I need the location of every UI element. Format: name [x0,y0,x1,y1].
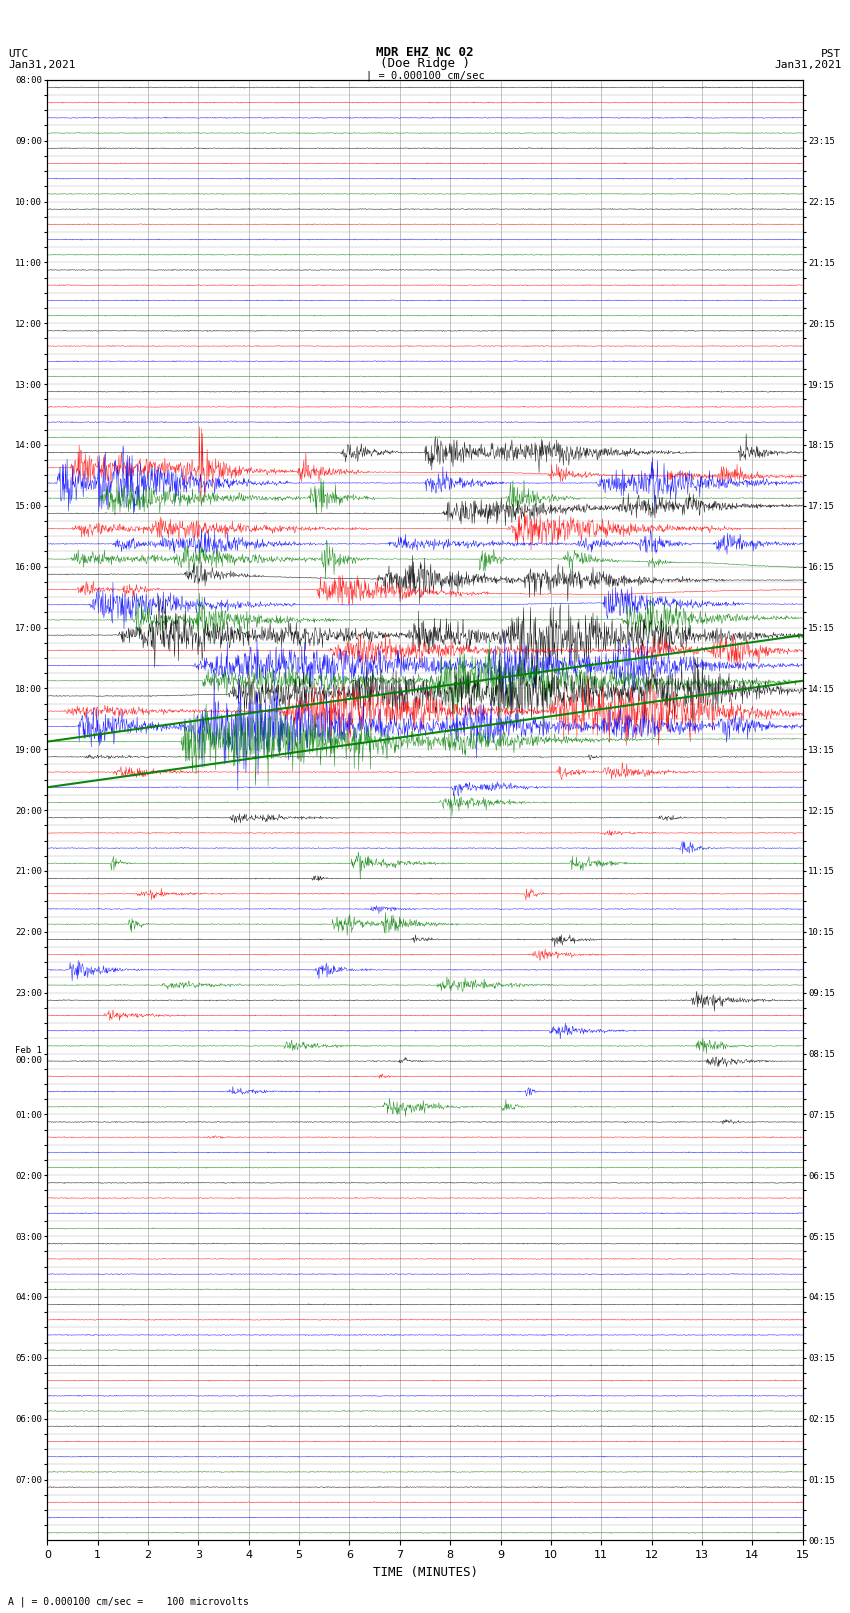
Text: Jan31,2021: Jan31,2021 [774,60,842,71]
Text: | = 0.000100 cm/sec: | = 0.000100 cm/sec [366,69,484,81]
Text: UTC: UTC [8,48,29,58]
Text: MDR EHZ NC 02: MDR EHZ NC 02 [377,45,473,58]
Text: (Doe Ridge ): (Doe Ridge ) [380,56,470,71]
Text: A | = 0.000100 cm/sec =    100 microvolts: A | = 0.000100 cm/sec = 100 microvolts [8,1595,249,1607]
Text: PST: PST [821,48,842,58]
Text: Jan31,2021: Jan31,2021 [8,60,76,71]
X-axis label: TIME (MINUTES): TIME (MINUTES) [372,1566,478,1579]
